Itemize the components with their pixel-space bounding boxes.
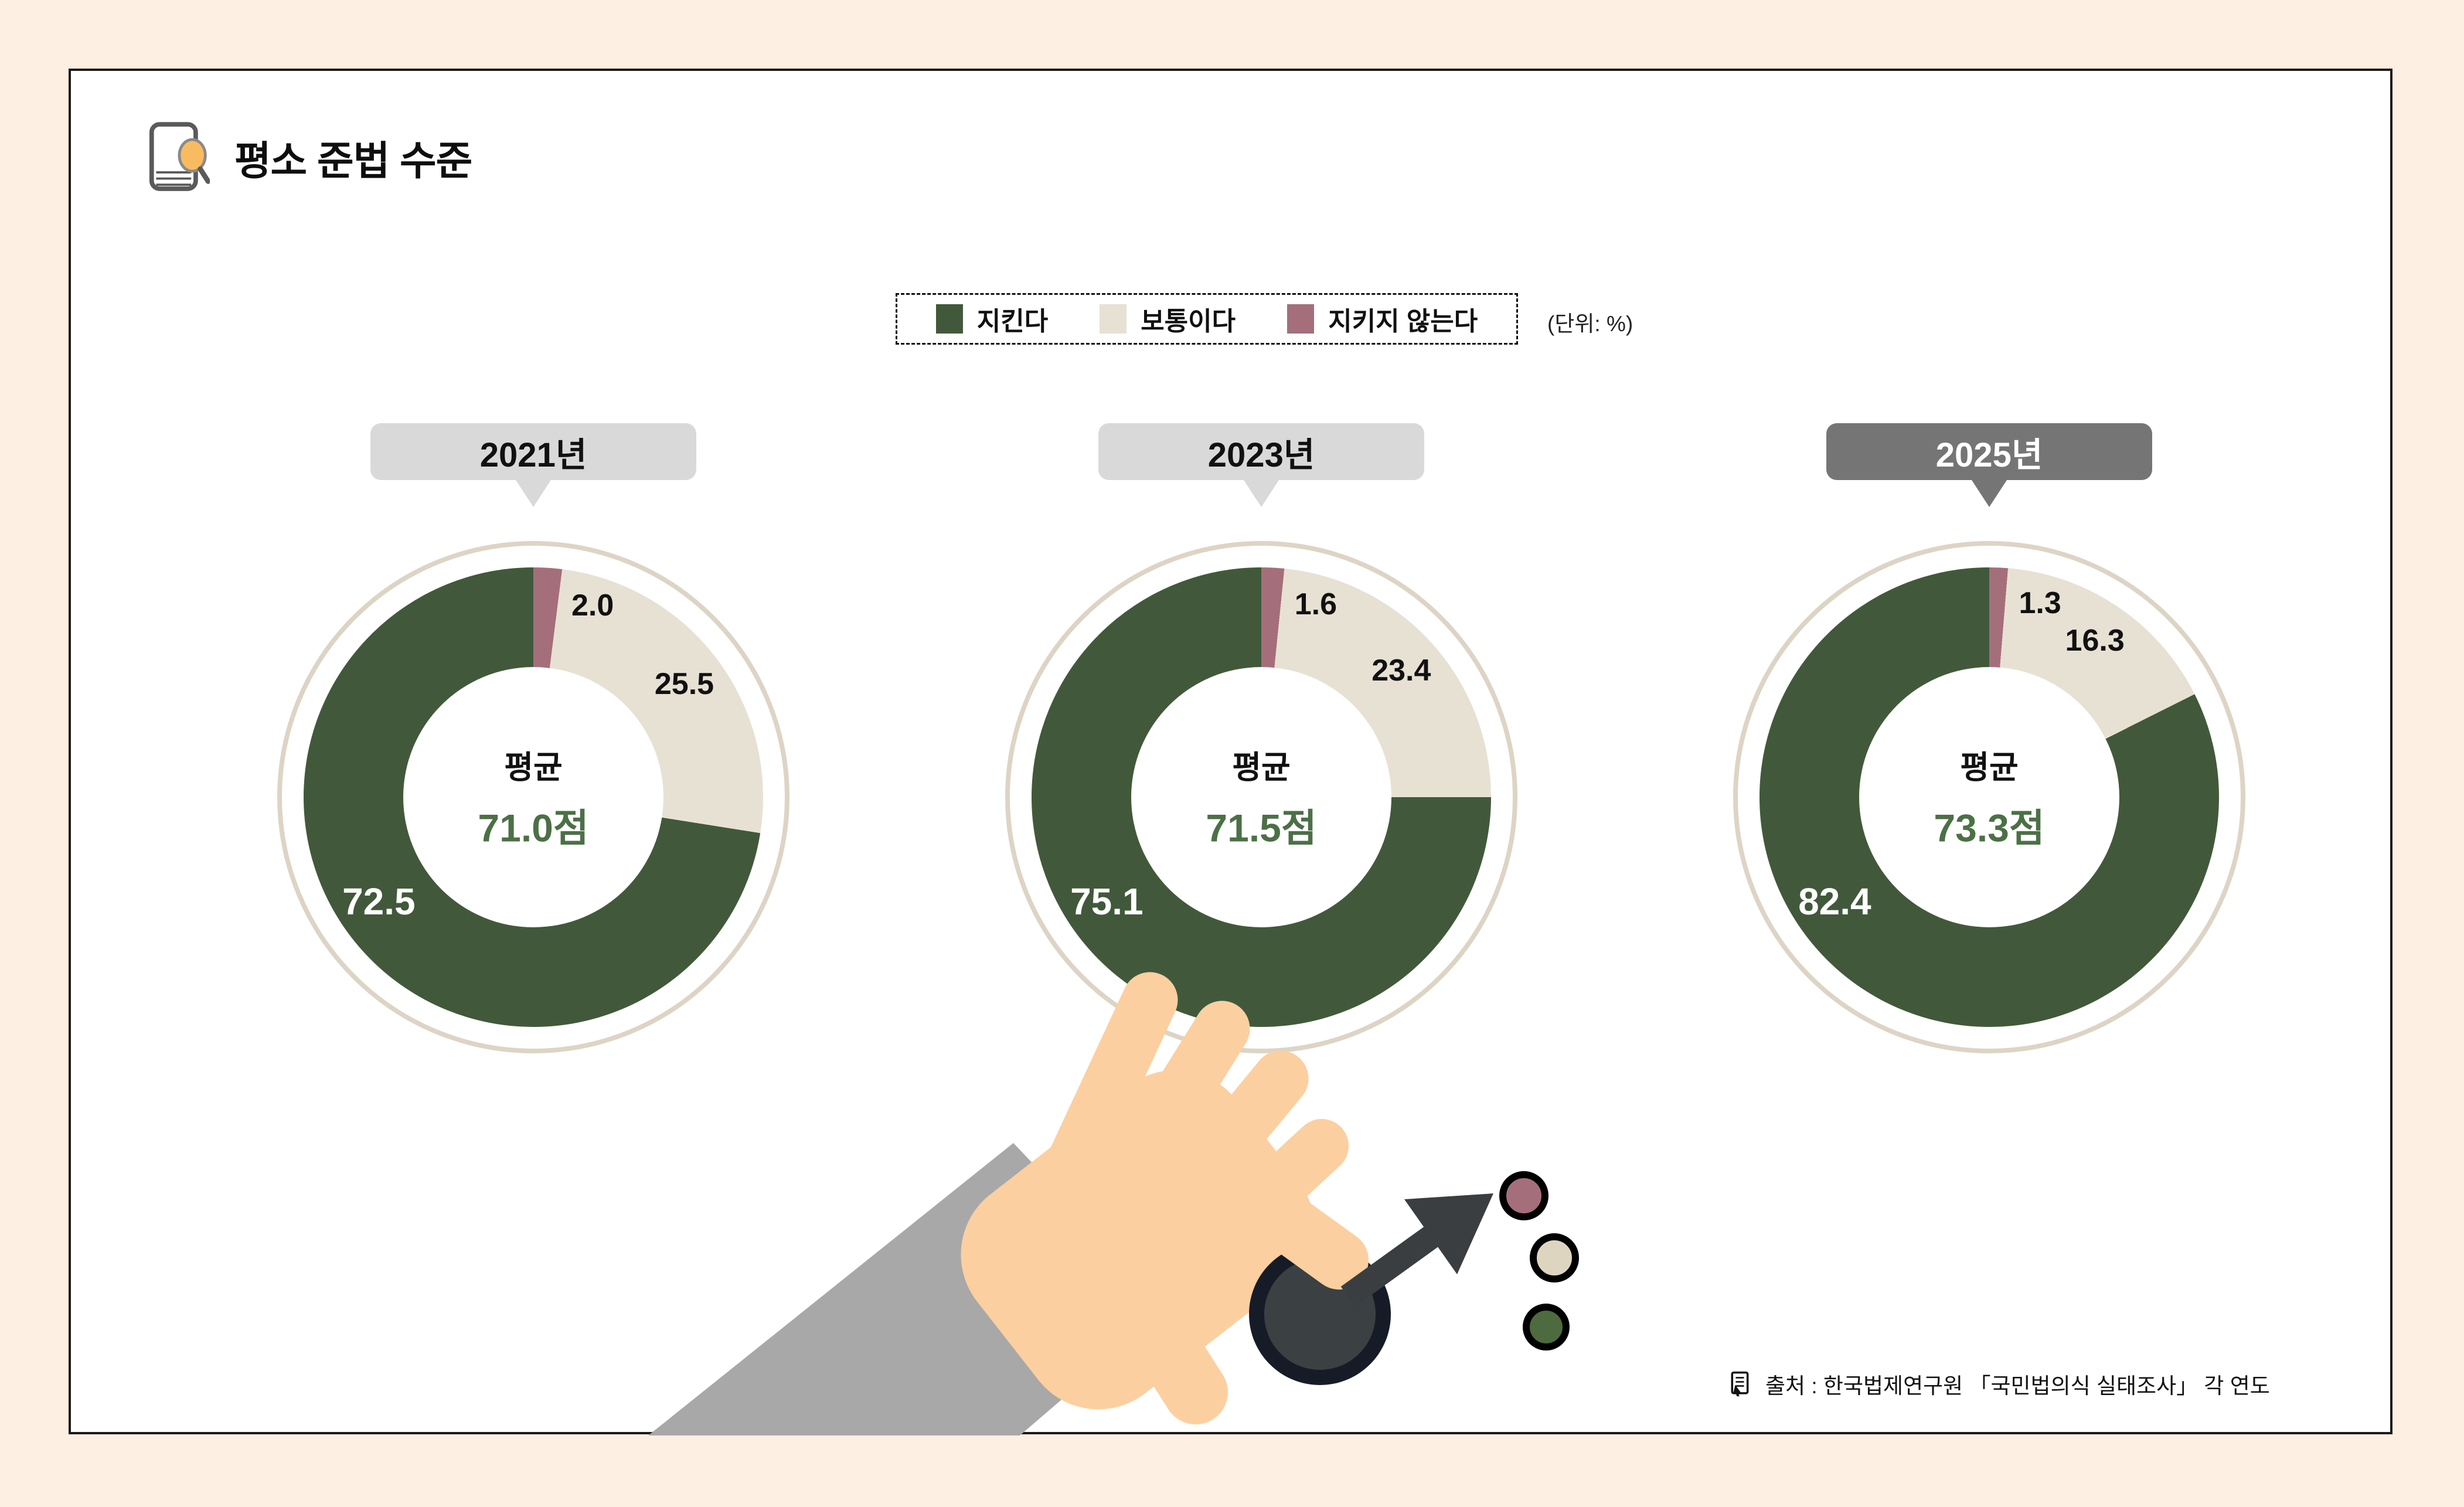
notkeep-swatch-icon: [1287, 304, 1315, 334]
legend-item-notkeep: 지키지 않는다: [1287, 300, 1478, 338]
year-badge-2023: 2023년: [1098, 423, 1424, 480]
legend-item-average: 보통이다: [1100, 300, 1236, 338]
donut-chart-2021: 2.0 25.5 72.5 평균 71.0점: [277, 541, 789, 1053]
header: 평소 준법 수준: [148, 120, 472, 194]
average-swatch-icon: [1100, 304, 1127, 334]
keep-value: 82.4: [1798, 880, 1871, 923]
legend: 지킨다 보통이다 지키지 않는다: [896, 293, 1518, 345]
legend-label: 지킨다: [976, 307, 1049, 336]
donut-hole: [403, 667, 663, 927]
donut-chart-2025: 1.3 16.3 82.4 평균 73.3점: [1733, 541, 2245, 1053]
donut-hole: [1131, 667, 1391, 927]
notkeep-value: 2.0: [571, 588, 614, 623]
keep-value: 75.1: [1070, 880, 1143, 923]
book-magnifier-icon: [149, 122, 210, 191]
document-cursor-icon: [1731, 1371, 1749, 1397]
average-score: 73.3점: [1934, 806, 2045, 850]
donut-center-text: 평균 71.0점: [478, 741, 588, 853]
year-badge-2021: 2021년: [370, 423, 696, 480]
source-text: 출처 : 한국법제연구원 「국민법의식 실태조사」 각 연도: [1765, 1374, 2270, 1398]
average-value-seg: 23.4: [1371, 654, 1431, 688]
year-badge-2025: 2025년: [1826, 423, 2152, 480]
average-value-seg: 25.5: [654, 666, 714, 701]
average-score: 71.5점: [1206, 806, 1317, 850]
average-score: 71.0점: [478, 806, 589, 850]
donut-center-text: 평균 71.5점: [1206, 741, 1316, 853]
source-row: 출처 : 한국법제연구원 「국민법의식 실태조사」 각 연도: [1729, 1368, 2270, 1400]
keep-swatch-icon: [935, 304, 963, 334]
average-label: 평균: [504, 750, 563, 785]
page-title: 평소 준법 수준: [234, 138, 472, 183]
notkeep-value: 1.6: [1294, 587, 1337, 621]
notkeep-value: 1.3: [2019, 586, 2061, 621]
average-label: 평균: [1960, 750, 2019, 785]
legend-label: 지키지 않는다: [1328, 307, 1478, 336]
average-value-seg: 16.3: [2065, 624, 2125, 658]
donut-chart-2023: 1.6 23.4 75.1 평균 71.5점: [1005, 541, 1517, 1053]
donut-center-text: 평균 73.3점: [1934, 741, 2044, 853]
legend-label: 보통이다: [1141, 307, 1236, 336]
outer-ring: [1733, 541, 2245, 1053]
legend-item-keep: 지킨다: [935, 300, 1049, 338]
outer-ring: [277, 541, 789, 1053]
keep-value: 72.5: [342, 880, 416, 923]
donut-hole: [1859, 667, 2119, 927]
unit-note: (단위: %): [1547, 312, 1633, 336]
average-label: 평균: [1232, 750, 1291, 785]
